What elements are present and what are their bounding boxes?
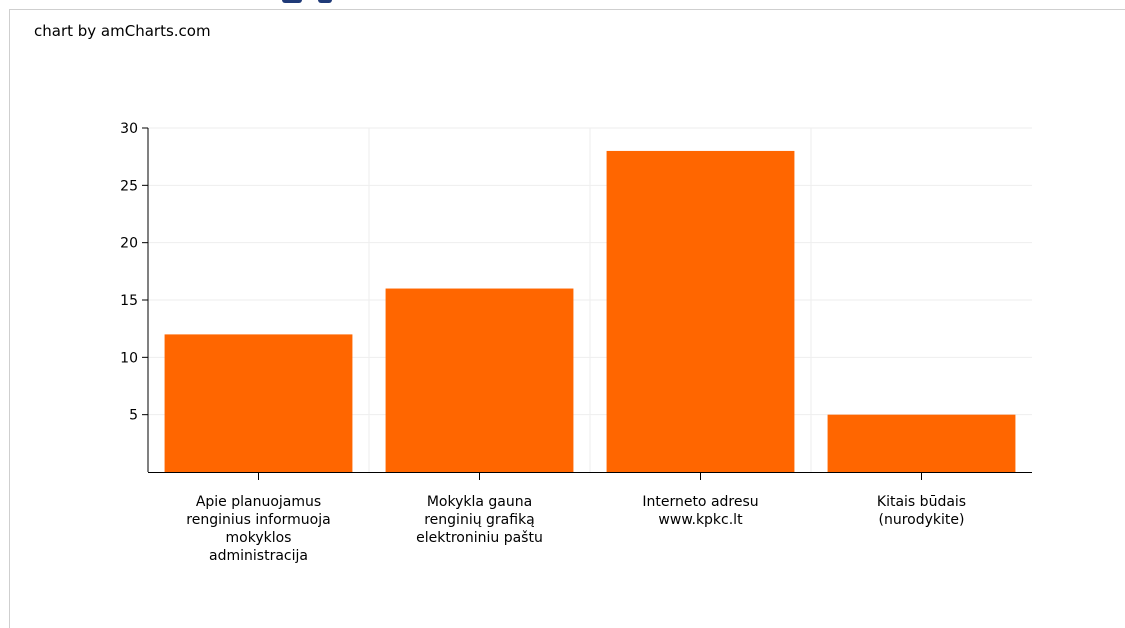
x-category-label: Apie planuojamus renginius informuoja moky…: [186, 494, 330, 564]
x-category-label: Kitais būdais (nurodykite): [877, 494, 966, 528]
bar[interactable]: [827, 414, 1016, 472]
labels: 5 10 15 20 25 30 Apie planuojamus renginius inf…: [120, 121, 966, 564]
y-tick-label: 30: [120, 121, 138, 137]
x-category-label: Interneto adresu www.kpkc.lt: [642, 494, 758, 528]
header-title-fragment: [0, 0, 1125, 9]
y-tick-label: 10: [120, 350, 138, 366]
axes: [142, 127, 1032, 480]
bar[interactable]: [164, 334, 353, 472]
bar[interactable]: [385, 288, 574, 472]
y-tick-label: 15: [120, 293, 138, 309]
chart-credit-link[interactable]: chart by amCharts.com: [34, 22, 211, 40]
x-category-label: Mokykla gauna renginių grafiką elektronini…: [416, 494, 543, 546]
y-tick-label: 5: [129, 408, 138, 424]
bars: [164, 150, 1016, 472]
y-tick-label: 25: [120, 178, 138, 194]
y-tick-label: 20: [120, 236, 138, 252]
bar[interactable]: [606, 150, 795, 472]
